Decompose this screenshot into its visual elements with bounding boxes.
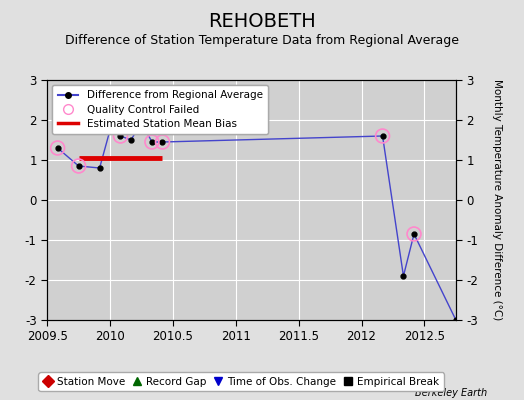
Point [158,139,167,145]
Point [116,133,125,139]
Y-axis label: Monthly Temperature Anomaly Difference (°C): Monthly Temperature Anomaly Difference (… [492,79,502,321]
Point [148,139,156,145]
Text: Berkeley Earth: Berkeley Earth [415,388,487,398]
Legend: Station Move, Record Gap, Time of Obs. Change, Empirical Break: Station Move, Record Gap, Time of Obs. C… [38,372,444,391]
Point [378,133,387,139]
Point [410,231,418,237]
Legend: Difference from Regional Average, Quality Control Failed, Estimated Station Mean: Difference from Regional Average, Qualit… [52,85,268,134]
Point [137,119,146,125]
Text: Difference of Station Temperature Data from Regional Average: Difference of Station Temperature Data f… [65,34,459,47]
Text: REHOBETH: REHOBETH [208,12,316,31]
Point [74,163,83,169]
Point [53,145,62,151]
